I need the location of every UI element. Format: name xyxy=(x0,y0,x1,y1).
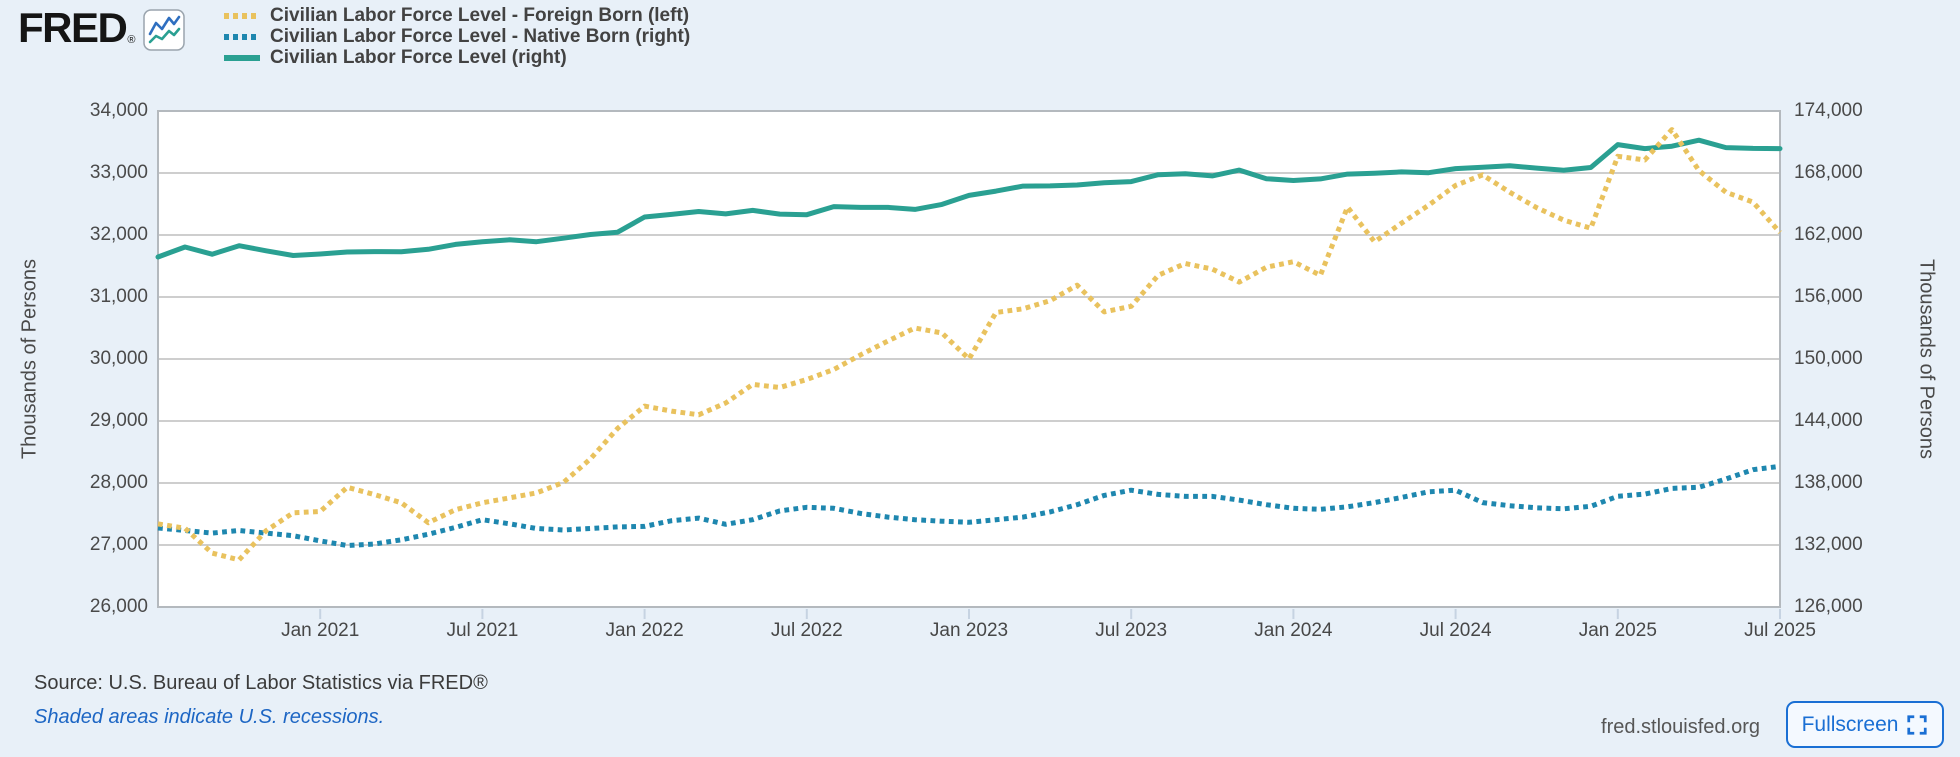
legend-swatch-dotted xyxy=(224,12,260,19)
x-axis-value: Jul 2024 xyxy=(1419,620,1492,641)
left-axis-value: 31,000 xyxy=(89,286,148,307)
fullscreen-button-label: Fullscreen xyxy=(1801,712,1899,736)
fullscreen-icon xyxy=(1907,714,1928,735)
right-axis-value: 144,000 xyxy=(1794,410,1863,431)
right-axis-value: 156,000 xyxy=(1794,286,1863,307)
fullscreen-button[interactable]: Fullscreen xyxy=(1786,701,1944,748)
legend-label: Civilian Labor Force Level - Foreign Bor… xyxy=(270,4,690,26)
legend-label: Civilian Labor Force Level - Native Born… xyxy=(270,25,691,47)
left-axis-value: 26,000 xyxy=(89,596,148,617)
left-axis-value: 30,000 xyxy=(89,348,148,369)
legend: Civilian Labor Force Level - Foreign Bor… xyxy=(223,5,690,68)
legend-item: Civilian Labor Force Level - Native Born… xyxy=(223,26,690,47)
legend-item: Civilian Labor Force Level - Foreign Bor… xyxy=(223,5,690,26)
x-axis-value: Jan 2023 xyxy=(929,620,1009,641)
right-axis-value: 168,000 xyxy=(1794,162,1863,183)
right-axis-value: 138,000 xyxy=(1794,472,1863,493)
right-axis-value: 162,000 xyxy=(1794,224,1863,245)
legend-label: Civilian Labor Force Level (right) xyxy=(270,46,567,68)
plot-frame xyxy=(157,110,1781,608)
left-axis-value: 27,000 xyxy=(89,534,148,555)
x-axis-value: Jan 2021 xyxy=(281,620,360,641)
left-axis-value: 34,000 xyxy=(89,100,148,121)
x-axis-value: Jul 2022 xyxy=(770,620,843,641)
series-foreign-born xyxy=(157,127,1782,563)
site-url[interactable]: fred.stlouisfed.org xyxy=(1601,716,1760,738)
legend-swatch-dotted xyxy=(224,33,260,40)
fred-logo: FRED ® xyxy=(18,4,186,56)
right-axis-value: 150,000 xyxy=(1794,348,1863,369)
x-axis-value: Jan 2022 xyxy=(605,620,684,641)
series-native-born xyxy=(157,463,1781,548)
left-axis-value: 28,000 xyxy=(89,472,148,493)
x-axis-value: Jul 2021 xyxy=(446,620,519,641)
registered-mark: ® xyxy=(127,34,136,46)
x-axis-value: Jan 2024 xyxy=(1254,620,1333,641)
series-total xyxy=(155,137,1783,260)
right-axis-value: 132,000 xyxy=(1794,534,1863,555)
left-axis-value: 32,000 xyxy=(89,224,148,245)
x-axis-value: Jul 2023 xyxy=(1095,620,1168,641)
x-axis-value: Jul 2025 xyxy=(1744,620,1816,641)
right-axis-title: Thousands of Persons xyxy=(1915,258,1938,460)
source-text: Source: U.S. Bureau of Labor Statistics … xyxy=(34,672,488,694)
left-axis-value: 33,000 xyxy=(89,162,148,183)
legend-swatch-solid xyxy=(224,54,260,61)
plot-canvas xyxy=(155,110,1783,619)
fred-chart-icon xyxy=(143,9,186,56)
right-axis-value: 174,000 xyxy=(1794,100,1863,121)
right-axis-value: 126,000 xyxy=(1794,596,1863,617)
legend-item: Civilian Labor Force Level (right) xyxy=(223,47,690,68)
chart-area: 34,000 33,000 32,000 31,000 30,000 29,000 28,0… xyxy=(18,100,1938,642)
left-axis-title: Thousands of Persons xyxy=(18,258,41,460)
recession-note-link[interactable]: Shaded areas indicate U.S. recessions. xyxy=(34,706,385,728)
fred-logo-text: FRED xyxy=(18,4,128,51)
left-axis-value: 29,000 xyxy=(89,410,148,431)
x-axis-value: Jan 2025 xyxy=(1578,620,1657,641)
